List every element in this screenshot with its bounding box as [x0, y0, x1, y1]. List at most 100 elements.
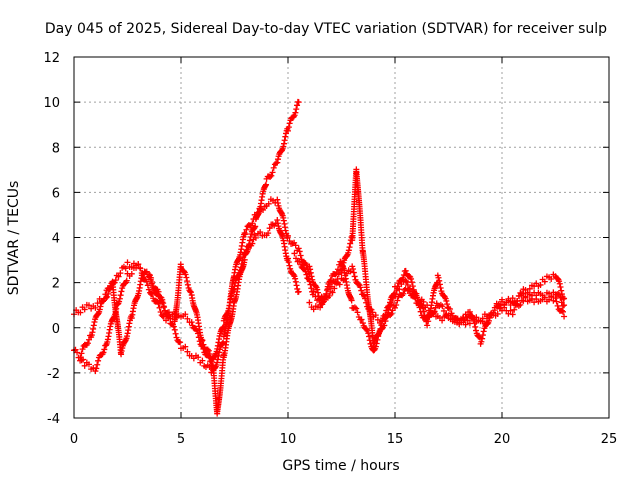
data-point-trace2: [116, 295, 123, 302]
data-point-trace6: [336, 281, 343, 288]
data-point-trace4: [473, 327, 480, 334]
data-point-trace5: [424, 322, 431, 329]
data-point-trace3: [239, 257, 246, 264]
data-point-trace2: [296, 248, 303, 255]
data-point-trace2: [161, 304, 168, 311]
axis-ticks: 0 5 10 15 20 25 -4 -2 0 2 4 6 8 10 12: [43, 51, 617, 447]
data-point-trace3: [143, 278, 150, 285]
data-point-trace6: [326, 292, 333, 299]
data-point-trace3: [156, 304, 163, 311]
data-point-trace5: [426, 314, 433, 321]
data-point-trace4: [479, 335, 486, 342]
data-point-trace1: [292, 109, 299, 116]
data-point-trace5: [507, 307, 514, 314]
data-point-trace5: [310, 306, 317, 313]
data-point-trace6: [431, 309, 438, 316]
data-point-trace6: [497, 304, 504, 311]
data-point-trace6: [302, 268, 309, 275]
data-point-trace3: [266, 225, 273, 232]
data-point-trace2: [137, 265, 144, 272]
data-point-trace2: [182, 343, 189, 350]
data-point-trace3: [265, 230, 272, 237]
data-point-trace5: [559, 308, 566, 315]
data-point-trace6: [541, 294, 548, 301]
data-point-trace3: [89, 329, 96, 336]
y-tick-label: 2: [52, 277, 60, 292]
data-point-trace6: [343, 270, 350, 277]
data-point-trace6: [308, 285, 315, 292]
data-point-trace3: [285, 259, 292, 266]
data-point-trace2: [133, 264, 140, 271]
data-point-trace4: [558, 287, 565, 294]
data-point-trace3: [90, 325, 97, 332]
data-point-trace3: [182, 271, 189, 278]
data-point-trace5: [365, 330, 372, 337]
data-point-trace1: [281, 137, 288, 144]
data-point-trace1: [81, 306, 88, 313]
data-point-trace6: [320, 296, 327, 303]
data-point-trace2: [219, 340, 226, 347]
data-point-trace5: [351, 304, 358, 311]
data-point-trace3: [220, 324, 227, 331]
data-point-trace5: [327, 276, 334, 283]
data-point-trace1: [92, 304, 99, 311]
data-point-trace2: [265, 200, 272, 207]
data-point-trace4: [548, 276, 555, 283]
data-point-trace4: [480, 328, 487, 335]
data-point-trace1: [267, 173, 274, 180]
data-point-trace6: [319, 301, 326, 308]
data-point-trace5: [505, 310, 512, 317]
x-tick-label: 5: [177, 432, 185, 447]
data-point-trace2: [184, 348, 191, 355]
data-point-trace6: [382, 318, 389, 325]
data-point-trace3: [181, 268, 188, 275]
data-point-trace2: [260, 207, 267, 214]
data-point-trace3: [209, 359, 216, 366]
data-point-trace2: [254, 209, 261, 216]
data-point-trace2: [148, 274, 155, 281]
data-point-trace3: [204, 346, 211, 353]
data-point-trace3: [251, 232, 258, 239]
data-point-trace3: [145, 286, 152, 293]
data-point-trace2: [159, 296, 166, 303]
data-point-trace2: [212, 364, 219, 371]
grid: [74, 57, 609, 418]
data-point-trace2: [74, 349, 81, 356]
data-point-trace6: [559, 302, 566, 309]
data-point-trace6: [466, 320, 473, 327]
data-point-trace6: [393, 302, 400, 309]
data-point-trace5: [366, 337, 373, 344]
data-point-trace1: [85, 302, 92, 309]
data-point-trace5: [391, 290, 398, 297]
data-point-trace3: [100, 298, 107, 305]
data-point-trace3: [205, 347, 212, 354]
data-point-trace5: [354, 309, 361, 316]
data-points: [71, 98, 568, 417]
data-point-trace4: [436, 281, 443, 288]
data-point-trace6: [303, 271, 310, 278]
data-point-trace3: [84, 340, 91, 347]
data-point-trace6: [425, 307, 432, 314]
data-point-trace6: [306, 278, 313, 285]
data-point-trace1: [77, 309, 84, 316]
y-tick-label: 6: [52, 186, 60, 201]
data-point-trace5: [561, 313, 568, 320]
data-point-trace2: [123, 277, 130, 284]
data-point-trace4: [541, 278, 548, 285]
y-tick-label: 12: [43, 51, 60, 66]
data-point-trace1: [184, 315, 191, 322]
data-point-trace6: [490, 311, 497, 318]
data-point-trace3: [97, 303, 104, 310]
data-point-trace6: [293, 255, 300, 262]
data-point-trace2: [81, 362, 88, 369]
data-point-trace2: [101, 346, 108, 353]
data-point-trace2: [177, 339, 184, 346]
y-tick-label: 8: [52, 141, 60, 156]
data-point-trace4: [437, 284, 444, 291]
data-point-trace5: [558, 307, 565, 314]
data-point-trace2: [94, 361, 101, 368]
data-point-trace2: [171, 326, 178, 333]
data-point-trace2: [214, 359, 221, 366]
data-point-trace6: [329, 289, 336, 296]
